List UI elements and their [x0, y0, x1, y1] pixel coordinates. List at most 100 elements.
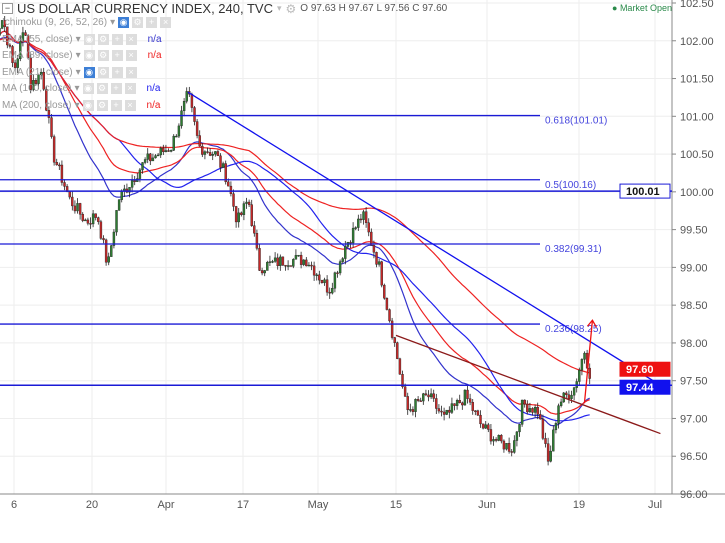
plus-icon[interactable]: + — [110, 83, 122, 94]
settings-icon[interactable]: ⚙ — [96, 99, 108, 111]
candle — [128, 187, 131, 193]
close-icon[interactable]: × — [160, 17, 172, 28]
candle — [500, 434, 503, 442]
settings-icon[interactable]: ⚙ — [97, 66, 109, 78]
eye-icon[interactable]: ◉ — [118, 17, 130, 28]
candle — [268, 261, 272, 263]
candle — [32, 80, 35, 90]
candle — [3, 20, 6, 28]
chevron-down-icon[interactable]: ▾ — [75, 33, 81, 45]
candle — [416, 399, 420, 401]
candle — [546, 443, 550, 462]
plus-icon[interactable]: + — [111, 33, 123, 45]
legend-value: n/a — [146, 83, 161, 94]
candle — [0, 20, 4, 29]
candle — [396, 342, 399, 359]
candle — [445, 409, 448, 415]
settings-icon[interactable]: ⚙ — [97, 33, 109, 45]
candle — [528, 408, 532, 413]
candle — [154, 155, 157, 159]
y-tick-label: 101.00 — [680, 111, 714, 123]
candle — [375, 252, 378, 265]
y-tick-label: 96.00 — [680, 489, 708, 501]
candle — [266, 262, 269, 271]
candle — [26, 35, 30, 59]
candle — [526, 403, 529, 413]
candle — [141, 162, 144, 171]
candle — [21, 32, 25, 42]
settings-icon[interactable]: ⚙ — [97, 50, 109, 61]
candle — [448, 409, 451, 413]
settings-icon[interactable]: ⚙ — [96, 83, 108, 94]
plus-icon[interactable]: + — [110, 99, 122, 111]
candle — [505, 443, 508, 450]
candle — [388, 309, 391, 322]
y-tick-label: 101.50 — [680, 74, 714, 86]
candle — [50, 117, 53, 137]
close-icon[interactable]: × — [125, 50, 137, 61]
settings-icon[interactable]: ⚙ — [285, 1, 297, 16]
candle — [333, 272, 337, 289]
legend-item[interactable]: EMA (21, close) ▾ ◉ ⚙ + × — [2, 66, 148, 78]
candle — [45, 89, 48, 111]
chevron-down-icon[interactable]: ▾ — [74, 99, 80, 111]
eye-icon[interactable]: ◉ — [82, 83, 94, 94]
close-icon[interactable]: × — [124, 99, 136, 111]
close-icon[interactable]: × — [125, 33, 137, 45]
collapse-icon[interactable]: − — [2, 3, 13, 14]
candle — [331, 288, 334, 294]
legend-item[interactable]: EMA (89, close) ▾ ◉ ⚙ + × n/a — [2, 50, 162, 61]
candle — [214, 151, 217, 155]
market-status-label: Market Open — [619, 3, 672, 13]
candle — [377, 261, 381, 265]
candle — [39, 71, 43, 75]
legend-item[interactable]: EMA (55, close) ▾ ◉ ⚙ + × n/a — [2, 33, 162, 45]
candle — [16, 58, 19, 68]
candle — [310, 264, 313, 267]
legend-item[interactable]: Ichimoku (9, 26, 52, 26) ▾ ◉ ⚙ + × — [2, 17, 182, 28]
plus-icon[interactable]: + — [146, 17, 158, 28]
candle — [180, 110, 183, 127]
candle — [393, 337, 396, 343]
eye-icon[interactable]: ◉ — [83, 50, 95, 61]
candle — [237, 212, 240, 223]
candle — [494, 439, 498, 441]
legend-value: n/a — [147, 50, 162, 61]
chevron-down-icon[interactable]: ▾ — [75, 66, 81, 78]
candle — [117, 199, 121, 211]
candle — [258, 248, 261, 271]
candle — [224, 163, 227, 183]
close-icon[interactable]: × — [124, 83, 136, 94]
x-tick-label: 20 — [86, 499, 98, 511]
settings-icon[interactable]: ⚙ — [132, 17, 144, 28]
symbol-title[interactable]: US DOLLAR CURRENCY INDEX, 240, TVC — [17, 1, 273, 16]
legend-item[interactable]: MA (200, close) ▾ ◉ ⚙ + × n/a — [2, 99, 160, 111]
x-tick-label: 6 — [11, 499, 17, 511]
plus-icon[interactable]: + — [111, 66, 123, 78]
candle — [422, 393, 425, 402]
candle — [336, 272, 339, 274]
chevron-down-icon[interactable]: ▾ — [75, 50, 81, 61]
candle — [138, 169, 142, 179]
candle — [544, 438, 547, 444]
candle — [47, 110, 51, 118]
eye-icon[interactable]: ◉ — [82, 99, 94, 111]
chevron-down-icon[interactable]: ▾ — [74, 83, 80, 94]
eye-icon[interactable]: ◉ — [83, 66, 95, 78]
candle — [156, 154, 160, 157]
candle — [60, 164, 64, 183]
chevron-down-icon[interactable]: ▾ — [276, 3, 282, 13]
y-tick-label: 100.00 — [680, 187, 714, 199]
candle — [97, 217, 100, 222]
legend-item[interactable]: MA (100, close) ▾ ◉ ⚙ + × n/a — [2, 83, 160, 94]
candle — [185, 91, 188, 102]
chevron-down-icon[interactable]: ▾ — [110, 17, 116, 28]
candle — [349, 241, 352, 244]
plus-icon[interactable]: + — [111, 50, 123, 61]
candle — [151, 157, 155, 162]
close-icon[interactable]: × — [125, 66, 137, 78]
eye-icon[interactable]: ◉ — [83, 33, 95, 45]
candle — [133, 180, 136, 182]
